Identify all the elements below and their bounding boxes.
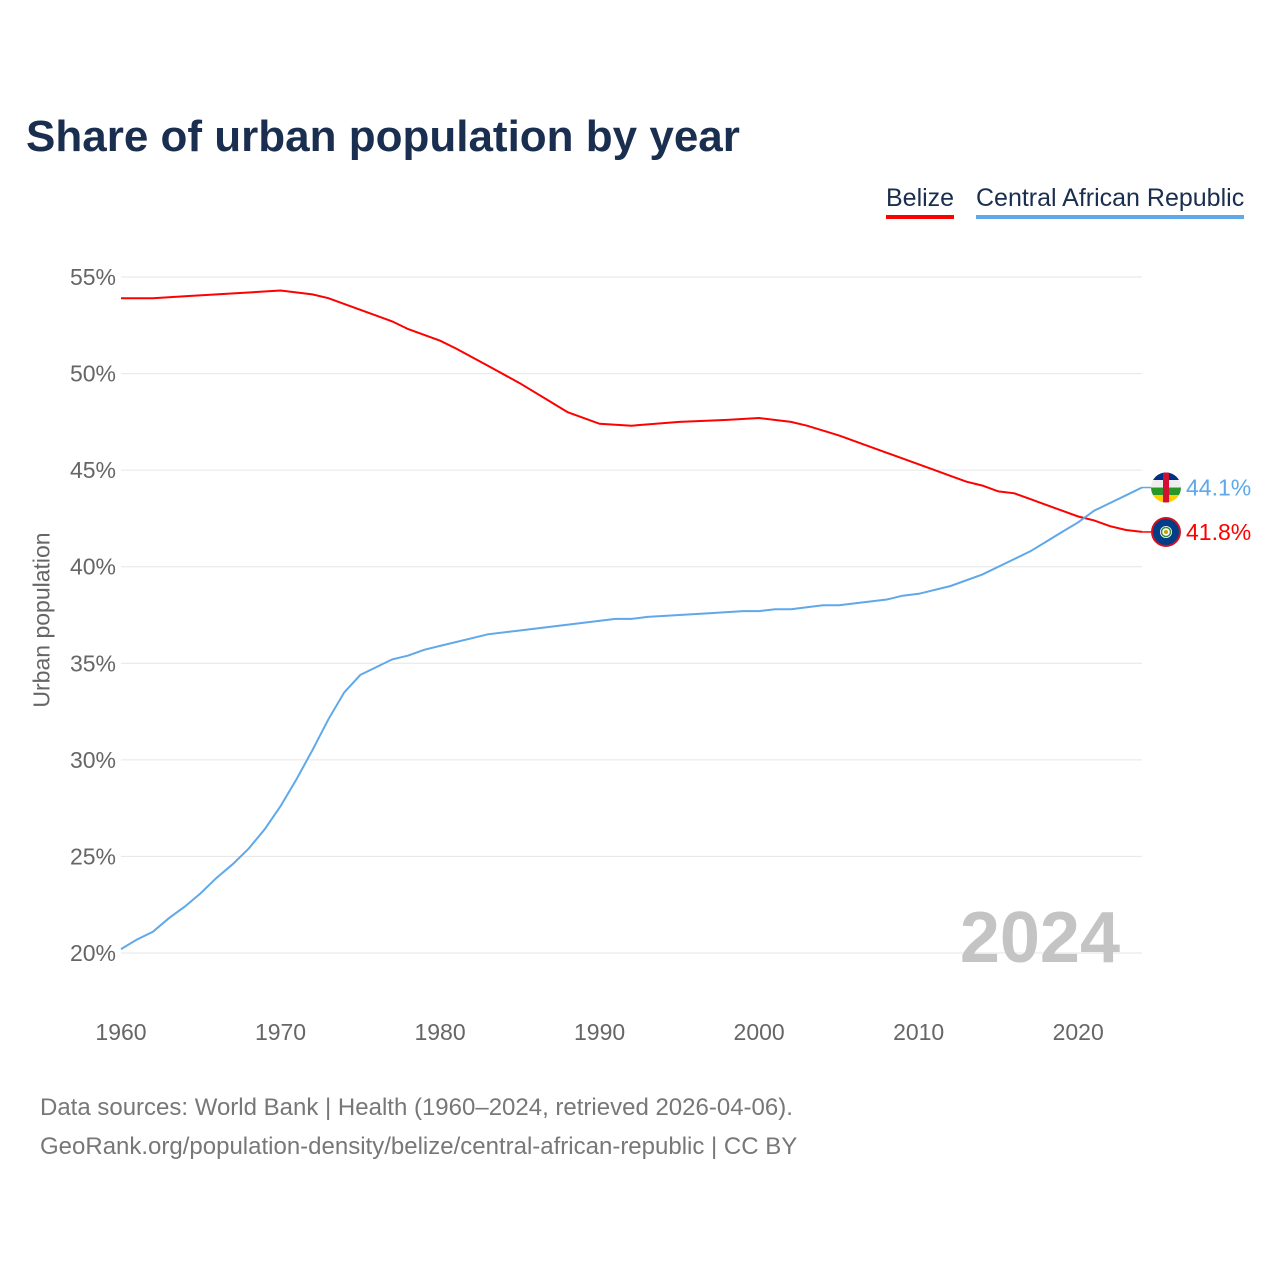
x-tick-label: 2010	[893, 1019, 944, 1045]
chart-title: Share of urban population by year	[26, 112, 740, 161]
flag-shield	[1164, 529, 1168, 534]
belize-flag-icon	[1151, 516, 1181, 547]
y-tick-label: 20%	[70, 940, 116, 966]
flag-wreath	[1160, 526, 1172, 538]
y-tick-label: 55%	[70, 264, 116, 290]
x-tick-label: 2000	[734, 1019, 785, 1045]
y-tick-label: 40%	[70, 554, 116, 580]
y-tick-label: 30%	[70, 747, 116, 773]
series-line-central-african-republic	[120, 486, 1143, 950]
footer-sources: Data sources: World Bank | Health (1960–…	[40, 1094, 793, 1121]
x-tick-label: 1960	[95, 1019, 146, 1045]
flag-band	[1163, 472, 1169, 503]
series-line-belize	[121, 289, 1143, 533]
x-tick-label: 1980	[414, 1019, 465, 1045]
end-value-label: 41.8%	[1186, 519, 1251, 545]
y-tick-label: 45%	[70, 457, 116, 483]
year-watermark: 2024	[960, 898, 1120, 978]
footer-url[interactable]: GeoRank.org/population-density/belize/ce…	[40, 1133, 798, 1160]
y-tick-label: 35%	[70, 650, 116, 676]
legend-belize[interactable]: Belize	[886, 184, 955, 219]
y-tick-label: 25%	[70, 843, 116, 869]
x-tick-label: 1990	[574, 1019, 625, 1045]
x-tick-label: 1970	[255, 1019, 306, 1045]
legend-central-african-republic[interactable]: Central African Republic	[976, 184, 1245, 219]
central-african-republic-flag-icon	[1151, 472, 1181, 503]
y-tick-label: 50%	[70, 361, 116, 387]
end-value-label: 44.1%	[1186, 475, 1251, 501]
x-tick-label: 2020	[1053, 1019, 1104, 1045]
footer: Data sources: World Bank | Health (1960–…	[40, 1088, 797, 1166]
